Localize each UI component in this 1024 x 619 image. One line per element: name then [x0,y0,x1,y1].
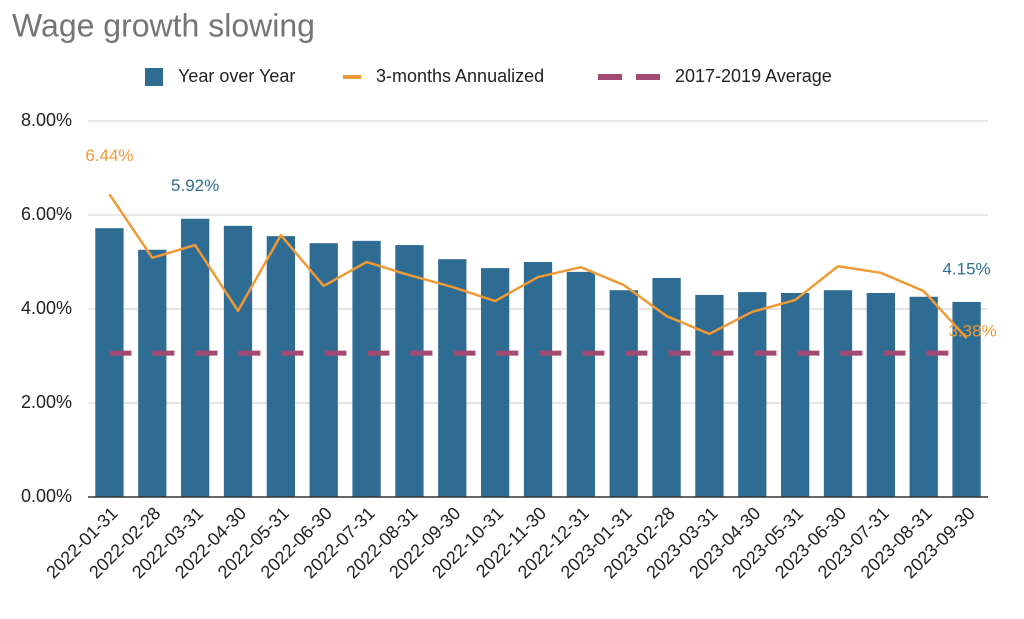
bar [738,292,767,497]
y-tick-label: 4.00% [21,298,72,318]
bar [138,249,167,497]
bar [952,301,981,497]
bar [523,262,553,497]
bar [609,290,638,497]
bar [866,293,895,497]
y-tick-label: 0.00% [21,486,72,506]
bar [181,218,210,497]
bar [223,225,253,497]
data-label: 4.15% [942,259,990,278]
bar [652,277,681,497]
bar [95,228,124,497]
data-label: 6.44% [85,146,133,165]
legend-label: Year over Year [178,66,295,86]
bar [481,268,510,497]
legend-label: 2017-2019 Average [675,66,832,86]
y-tick-label: 8.00% [21,110,72,130]
y-tick-label: 6.00% [21,204,72,224]
data-label: 5.92% [171,176,219,195]
bar [352,240,381,497]
data-label: 3.38% [948,322,996,341]
bar [823,290,853,497]
bar [781,293,810,497]
bar [395,245,424,497]
bar [438,259,467,497]
line-series [108,193,968,339]
bar [909,296,938,497]
chart-title: Wage growth slowing [12,7,315,43]
bar [266,236,295,497]
legend-label: 3-months Annualized [376,66,544,86]
bar [695,294,724,497]
bar [566,271,595,497]
y-tick-label: 2.00% [21,392,72,412]
legend-swatch [145,68,163,86]
